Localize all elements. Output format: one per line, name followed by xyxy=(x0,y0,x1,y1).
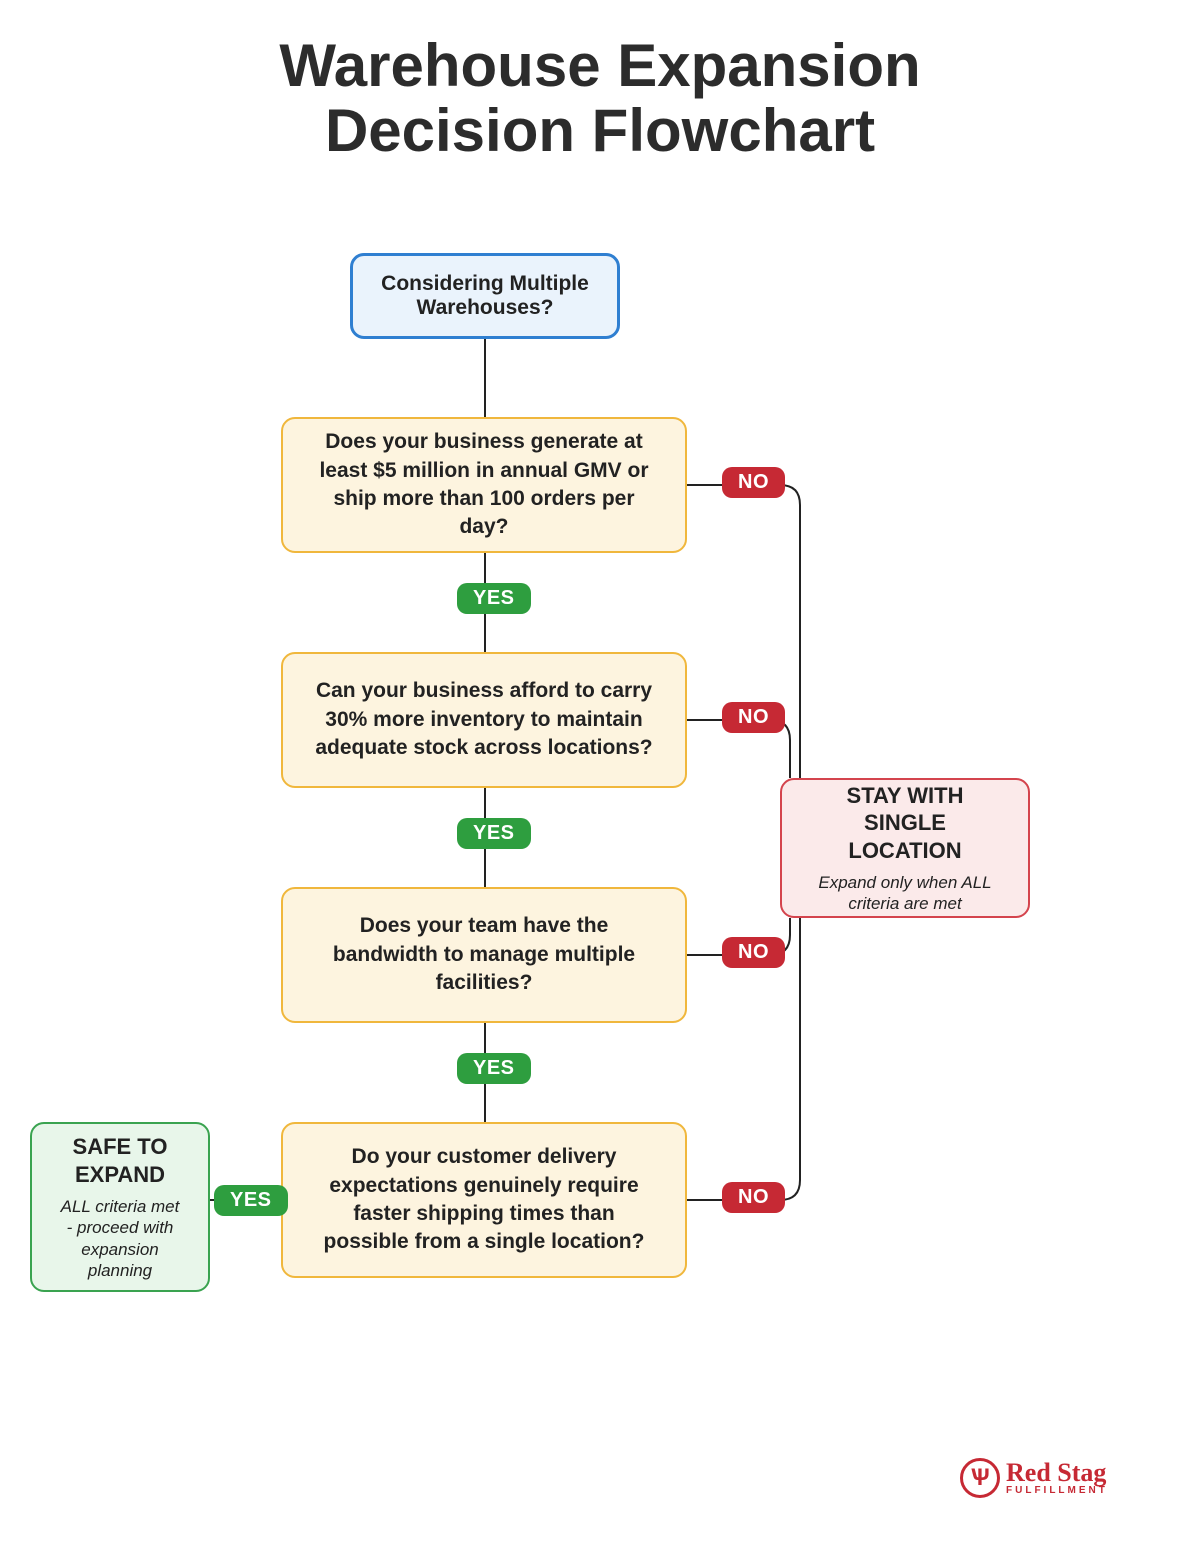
yes-badge: YES xyxy=(457,1053,531,1084)
question-node-2: Can your business afford to carry 30% mo… xyxy=(281,652,687,788)
title-line-2: Decision Flowchart xyxy=(0,99,1200,164)
brand-logo: Ѱ Red Stag FULFILLMENT xyxy=(960,1458,1108,1498)
flowchart-canvas: Warehouse Expansion Decision Flowchart C… xyxy=(0,0,1200,1563)
question-node-1: Does your business generate at least $5 … xyxy=(281,417,687,553)
page-title: Warehouse Expansion Decision Flowchart xyxy=(0,34,1200,164)
title-line-1: Warehouse Expansion xyxy=(0,34,1200,99)
question-node-4: Do your customer delivery expectations g… xyxy=(281,1122,687,1278)
outcome-expand: SAFE TO EXPAND ALL criteria met - procee… xyxy=(30,1122,210,1292)
yes-badge: YES xyxy=(457,818,531,849)
expand-subtext: ALL criteria met - proceed with expansio… xyxy=(58,1196,182,1281)
no-badge: NO xyxy=(722,702,785,733)
q4-label: Do your customer delivery expectations g… xyxy=(309,1143,659,1256)
question-node-3: Does your team have the bandwidth to man… xyxy=(281,887,687,1023)
no-badge: NO xyxy=(722,467,785,498)
no-badge: NO xyxy=(722,1182,785,1213)
logo-tagline: FULFILLMENT xyxy=(1006,1486,1108,1496)
q3-label: Does your team have the bandwidth to man… xyxy=(309,912,659,997)
no-badge: NO xyxy=(722,937,785,968)
expand-headline: SAFE TO EXPAND xyxy=(58,1133,182,1188)
start-node: Considering Multiple Warehouses? xyxy=(350,253,620,339)
logo-brand: Red Stag xyxy=(1006,1461,1108,1486)
yes-badge: YES xyxy=(457,583,531,614)
yes-badge: YES xyxy=(214,1185,288,1216)
antler-glyph: Ѱ xyxy=(970,1466,989,1490)
stay-headline: STAY WITH SINGLE LOCATION xyxy=(808,782,1002,865)
stag-icon: Ѱ xyxy=(960,1458,1000,1498)
flow-edge xyxy=(687,485,800,778)
outcome-stay: STAY WITH SINGLE LOCATION Expand only wh… xyxy=(780,778,1030,918)
logo-text: Red Stag FULFILLMENT xyxy=(1006,1461,1108,1495)
q1-label: Does your business generate at least $5 … xyxy=(309,428,659,541)
q2-label: Can your business afford to carry 30% mo… xyxy=(309,677,659,762)
stay-subtext: Expand only when ALL criteria are met xyxy=(808,872,1002,915)
start-label: Considering Multiple Warehouses? xyxy=(379,272,591,320)
